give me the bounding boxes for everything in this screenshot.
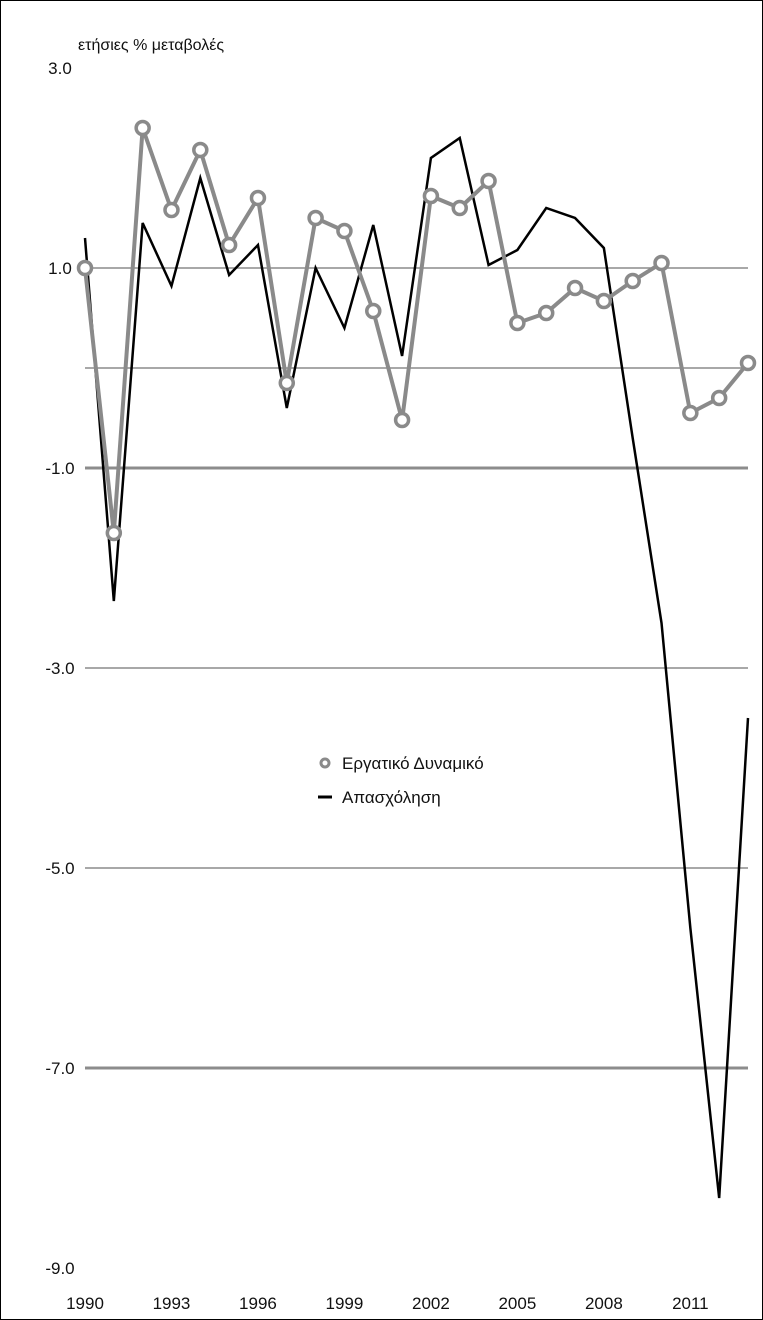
y-tick-label: 1.0 [48, 259, 72, 278]
series-line-employment [83, 135, 750, 1199]
series-point-labor-force [451, 199, 468, 217]
legend: Εργατικό Δυναμικό Απασχόληση [318, 754, 484, 807]
y-tick-label: -7.0 [45, 1059, 74, 1078]
series-point-labor-force [653, 254, 670, 272]
series-point-labor-force [509, 314, 526, 332]
series-point-labor-force [220, 236, 238, 254]
series-point-labor-force [365, 302, 382, 320]
x-tick-label: 2005 [498, 1294, 536, 1313]
series-group [76, 119, 757, 1199]
x-tick-label: 2008 [585, 1294, 623, 1313]
x-tick-label: 2002 [412, 1294, 450, 1313]
y-tick-label: -5.0 [45, 859, 74, 878]
x-tick-label: 2011 [672, 1294, 709, 1313]
y-tick-label: -9.0 [45, 1259, 74, 1278]
x-tick-label: 1993 [153, 1294, 191, 1313]
series-point-labor-force [307, 209, 324, 227]
y-tick-label: 3.0 [48, 59, 72, 78]
series-point-labor-force [249, 189, 267, 207]
series-point-labor-force [537, 304, 555, 322]
series-point-labor-force [105, 524, 123, 542]
legend-label-employment: Απασχόληση [342, 788, 441, 807]
series-point-labor-force [480, 172, 497, 190]
series-point-labor-force [278, 374, 296, 392]
x-tick-label: 1996 [239, 1294, 277, 1313]
gridlines [85, 267, 748, 1070]
series-point-labor-force [739, 354, 757, 372]
y-tick-label: -3.0 [45, 659, 74, 678]
series-line-labor-force [83, 127, 750, 534]
x-axis-ticks: 1990 1993 1996 1999 2002 2005 2008 2011 [66, 1294, 709, 1313]
y-axis-ticks: 3.0 1.0 -1.0 -3.0 -5.0 -7.0 -9.0 [45, 59, 74, 1278]
y-axis-label: ετήσιες % μεταβολές [78, 37, 224, 54]
series-point-labor-force [192, 141, 209, 159]
series-point-labor-force [422, 187, 440, 205]
series-point-labor-force [682, 404, 699, 422]
series-point-labor-force [624, 272, 641, 290]
legend-label-labor-force: Εργατικό Δυναμικό [342, 754, 484, 773]
series-point-labor-force [134, 119, 151, 137]
series-point-labor-force [393, 411, 411, 429]
x-tick-label: 1990 [66, 1294, 104, 1313]
series-point-labor-force [336, 222, 353, 240]
series-point-labor-force [710, 389, 728, 407]
series-point-labor-force [566, 279, 584, 297]
x-tick-label: 1999 [326, 1294, 364, 1313]
legend-marker-labor-force [319, 757, 331, 769]
series-point-labor-force [595, 292, 613, 310]
series-point-labor-force [76, 259, 94, 277]
series-point-labor-force [163, 201, 180, 219]
y-tick-label: -1.0 [45, 459, 74, 478]
